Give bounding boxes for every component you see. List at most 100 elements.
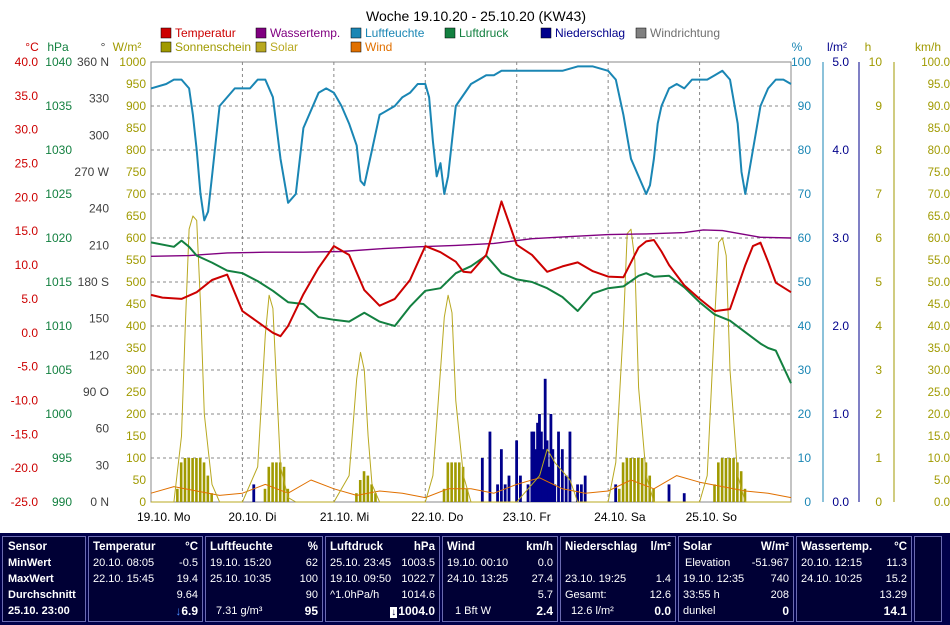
wind-speed-tick-label: 40.0 — [928, 321, 950, 333]
wind-speed-tick-label: 15.0 — [928, 431, 950, 443]
wind-direction-tick-label: 360 N — [77, 55, 109, 69]
trend-down-icon: ↓ — [175, 604, 182, 618]
sensor-row-max: MaxWert — [8, 573, 54, 585]
legend-label: Temperatur — [175, 26, 236, 40]
sunshine-bar — [454, 462, 457, 502]
solar-duration: 33:55 h — [683, 589, 720, 601]
sunshine-tick-label: 6 — [875, 231, 882, 245]
sunshine-bar — [713, 484, 716, 502]
right-axes: 10090807060504030201005.04.03.02.01.00.0… — [791, 55, 950, 509]
temperature-unit: °C — [185, 541, 198, 553]
temp-tick-label: 40.0 — [15, 55, 39, 69]
sunshine-bar — [366, 475, 370, 502]
humidity-tick-label: 70 — [798, 187, 812, 201]
wind-speed-tick-label: 35.0 — [928, 343, 950, 355]
precipitation-bar — [614, 484, 618, 502]
sunshine-bar — [637, 458, 640, 502]
precipitation-bar — [536, 422, 539, 502]
stats-temperature: Temperatur °C 20.10. 08:05 -0.5 22.10. 1… — [88, 536, 203, 622]
precip-current-value: 0.0 — [654, 604, 671, 618]
temp-tick-label: 5.0 — [21, 292, 38, 306]
wind-speed-tick-label: 55.0 — [928, 255, 950, 267]
sunshine-bar — [267, 466, 271, 502]
precipitation-bar — [583, 475, 587, 502]
axis-unit-label: ° — [101, 40, 106, 54]
humidity-tick-label: 100 — [791, 55, 811, 69]
left-axes: 40.0 35.0 30.0 25.0 20.0 15.0 10.0 5.0 0.0 -5.0 -1… — [11, 55, 147, 509]
humidity-tick-label: 40 — [798, 319, 812, 333]
precipitation-bar — [541, 449, 545, 502]
solar-tick-label: 800 — [126, 143, 146, 157]
legend-swatch — [540, 27, 552, 39]
humidity-tick-label: 0 — [804, 495, 811, 509]
stats-solar: Solar W/m² Elevation -51.967 19.10. 12:3… — [678, 536, 794, 622]
pressure-min-time: 25.10. 23:45 — [330, 557, 392, 569]
legend-swatch — [255, 41, 267, 53]
wind-min-time: 19.10. 00:10 — [447, 557, 509, 569]
weather-chart: Woche 19.10.20 - 25.10.20 (KW43) Tempera… — [10, 8, 950, 524]
pressure-unit: hPa — [413, 541, 435, 553]
precipitation-bar — [488, 431, 492, 502]
wind-speed-tick-label: 65.0 — [928, 211, 950, 223]
precipitation-bar — [568, 431, 572, 502]
wind-max-time: 24.10. 13:25 — [447, 573, 509, 585]
series-line-wind — [150, 475, 792, 499]
sunshine-bar — [621, 462, 625, 502]
sunshine-tick-label: 5 — [875, 275, 882, 289]
precipitation-bar — [553, 484, 557, 502]
sensor-header: Sensor — [8, 541, 47, 553]
solar-tick-label: 50 — [133, 473, 147, 487]
humidity-tick-label: 20 — [798, 407, 812, 421]
precipitation-bar — [543, 378, 547, 502]
legend-label: Sonnenschein — [175, 40, 251, 54]
water-header: Wassertemp. — [801, 541, 873, 553]
wind-current-value: 2.4 — [536, 604, 553, 618]
humidity-tick-label: 10 — [798, 451, 812, 465]
temp-tick-label: 35.0 — [15, 89, 39, 103]
sunshine-bar — [370, 484, 373, 502]
sunshine-bar — [275, 462, 278, 502]
axis-unit-label: hPa — [47, 40, 69, 54]
wind-speed-tick-label: 60.0 — [928, 233, 950, 245]
pressure-tick-label: 1010 — [45, 319, 72, 333]
stats-precipitation: Niederschlag l/m² 23.10. 19:25 1.4 Gesam… — [560, 536, 676, 622]
axis-unit-label: l/m² — [827, 40, 847, 54]
precipitation-bar — [499, 449, 503, 502]
precipitation-bar — [532, 431, 536, 502]
wind-direction-tick-label: 150 — [89, 312, 109, 326]
sunshine-bar — [617, 488, 621, 502]
pressure-max-time: 19.10. 09:50 — [330, 573, 392, 585]
x-day-label: 23.10. Fr — [503, 510, 551, 524]
sunshine-bar — [271, 462, 274, 502]
solar-tick-label: 150 — [126, 429, 146, 443]
sunshine-bar — [724, 458, 728, 502]
sunshine-tick-label: 9 — [875, 99, 882, 113]
x-day-label: 20.10. Di — [228, 510, 276, 524]
sensor-row-avg: Durchschnitt — [8, 589, 76, 601]
sunshine-bar — [640, 458, 644, 502]
wind-direction-tick-label: 330 — [89, 92, 109, 106]
legend-swatch — [444, 27, 456, 39]
wind-direction-tick-label: 0 N — [90, 495, 109, 509]
temperature-current-value: ↓6.9 — [175, 605, 198, 618]
series-line-temperatur — [150, 200, 792, 338]
sunshine-bar — [202, 462, 206, 502]
wind-direction-tick-label: 180 S — [78, 275, 109, 289]
sunshine-bar — [206, 475, 210, 502]
precipitation-bar — [526, 484, 530, 502]
temperature-current-text: 6.9 — [181, 604, 198, 618]
pressure-tick-label: 1040 — [45, 55, 72, 69]
sunshine-bar — [644, 462, 648, 502]
sunshine-tick-label: 3 — [875, 363, 882, 377]
sunshine-bar — [278, 462, 282, 502]
legend-swatch — [350, 41, 362, 53]
sunshine-bar — [198, 458, 202, 502]
temp-tick-label: 25.0 — [15, 157, 39, 171]
pressure-tick-label: 995 — [52, 451, 72, 465]
x-day-label: 21.10. Mi — [320, 510, 369, 524]
precipitation-bar — [480, 458, 484, 502]
legend-label: Wind — [365, 40, 392, 54]
temp-tick-label: 15.0 — [15, 224, 39, 238]
temp-tick-label: 30.0 — [15, 123, 39, 137]
sunshine-bar — [720, 458, 724, 502]
